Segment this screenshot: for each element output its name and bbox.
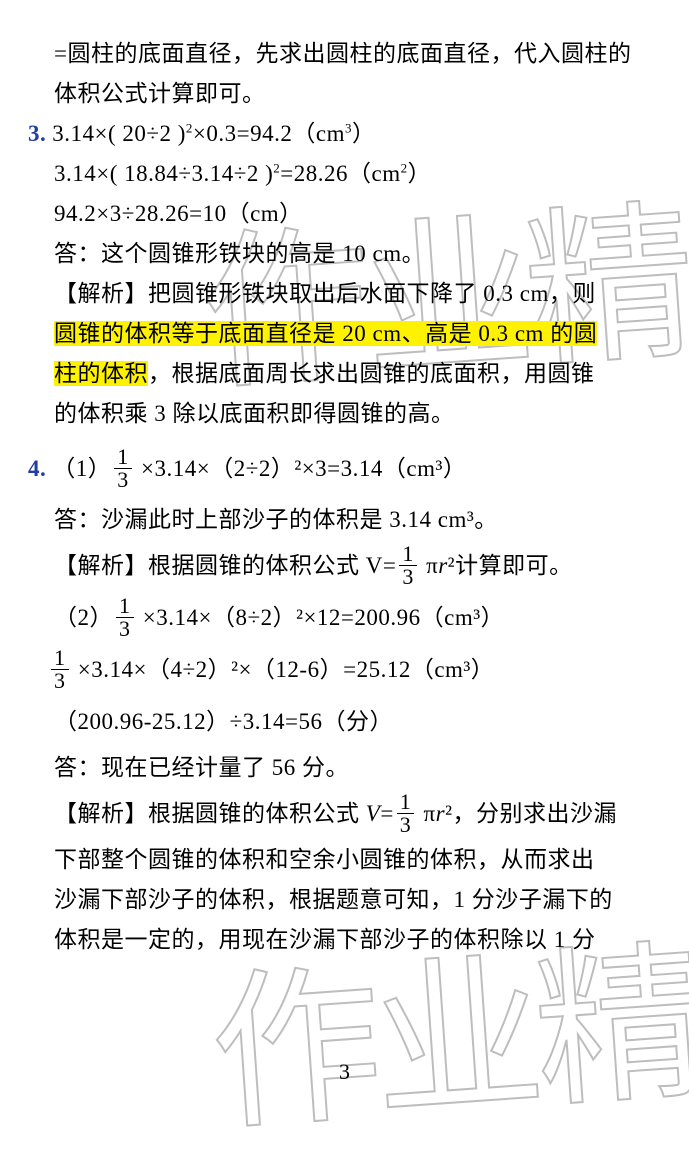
q3-line3: 94.2×3÷28.26=10（cm） <box>54 194 649 234</box>
q4-number: 4. <box>28 456 46 481</box>
q3-line1: 3.3.14×( 20÷2 )2×0.3=94.2（cm3） <box>28 114 649 154</box>
q4-part1: 4.（1）13 ×3.14×（2÷2）²×3=3.14（cm³） <box>28 444 649 494</box>
q3-line2: 3.14×( 18.84÷3.14÷2 )2=28.26（cm2） <box>54 154 649 194</box>
fraction-1-3: 13 <box>116 595 134 640</box>
q3-number: 3. <box>28 121 46 146</box>
q4-explain4: 沙漏下部沙子的体积，根据题意可知，1 分沙子漏下的 <box>54 880 649 920</box>
fraction-1-3: 13 <box>114 446 132 491</box>
page-body: =圆柱的底面直径，先求出圆柱的底面直径，代入圆柱的 体积公式计算即可。 3.3.… <box>0 0 689 960</box>
q4-answer2: 答：现在已经计量了 56 分。 <box>54 748 649 788</box>
q3-explain1: 【解析】把圆锥形铁块取出后水面下降了 0.3 cm，则 <box>54 274 649 314</box>
q4-explain5: 体积是一定的，用现在沙漏下部沙子的体积除以 1 分 <box>54 920 649 960</box>
page-number: 3 <box>0 1059 689 1085</box>
q4-part2: （2）13 ×3.14×（8÷2）²×12=200.96（cm³） <box>54 592 649 644</box>
fraction-1-3: 13 <box>51 647 69 692</box>
q3-explain2: 圆锥的体积等于底面直径是 20 cm、高是 0.3 cm 的圆 <box>54 314 649 354</box>
intro-line2: 体积公式计算即可。 <box>54 74 649 114</box>
q4-explain3: 下部整个圆锥的体积和空余小圆锥的体积，从而求出 <box>54 840 649 880</box>
intro-line1: =圆柱的底面直径，先求出圆柱的底面直径，代入圆柱的 <box>54 34 649 74</box>
q3-explain4: 的体积乘 3 除以底面积即得圆锥的高。 <box>54 394 649 434</box>
q4-answer1: 答：沙漏此时上部沙子的体积是 3.14 cm³。 <box>54 500 649 540</box>
fraction-1-3: 13 <box>397 791 415 836</box>
q3-explain3: 柱的体积，根据底面周长求出圆锥的底面积，用圆锥 <box>54 354 649 394</box>
q4-part3: 13 ×3.14×（4÷2）²×（12-6）=25.12（cm³） <box>48 644 649 696</box>
q4-explain1: 【解析】根据圆锥的体积公式 V=13 πr²计算即可。 <box>54 540 649 592</box>
fraction-1-3: 13 <box>399 543 417 588</box>
q3-answer: 答：这个圆锥形铁块的高是 10 cm。 <box>54 234 649 274</box>
q4-explain2: 【解析】根据圆锥的体积公式 V=13 πr²，分别求出沙漏 <box>54 788 649 840</box>
q4-part4: （200.96-25.12）÷3.14=56（分） <box>54 702 649 742</box>
